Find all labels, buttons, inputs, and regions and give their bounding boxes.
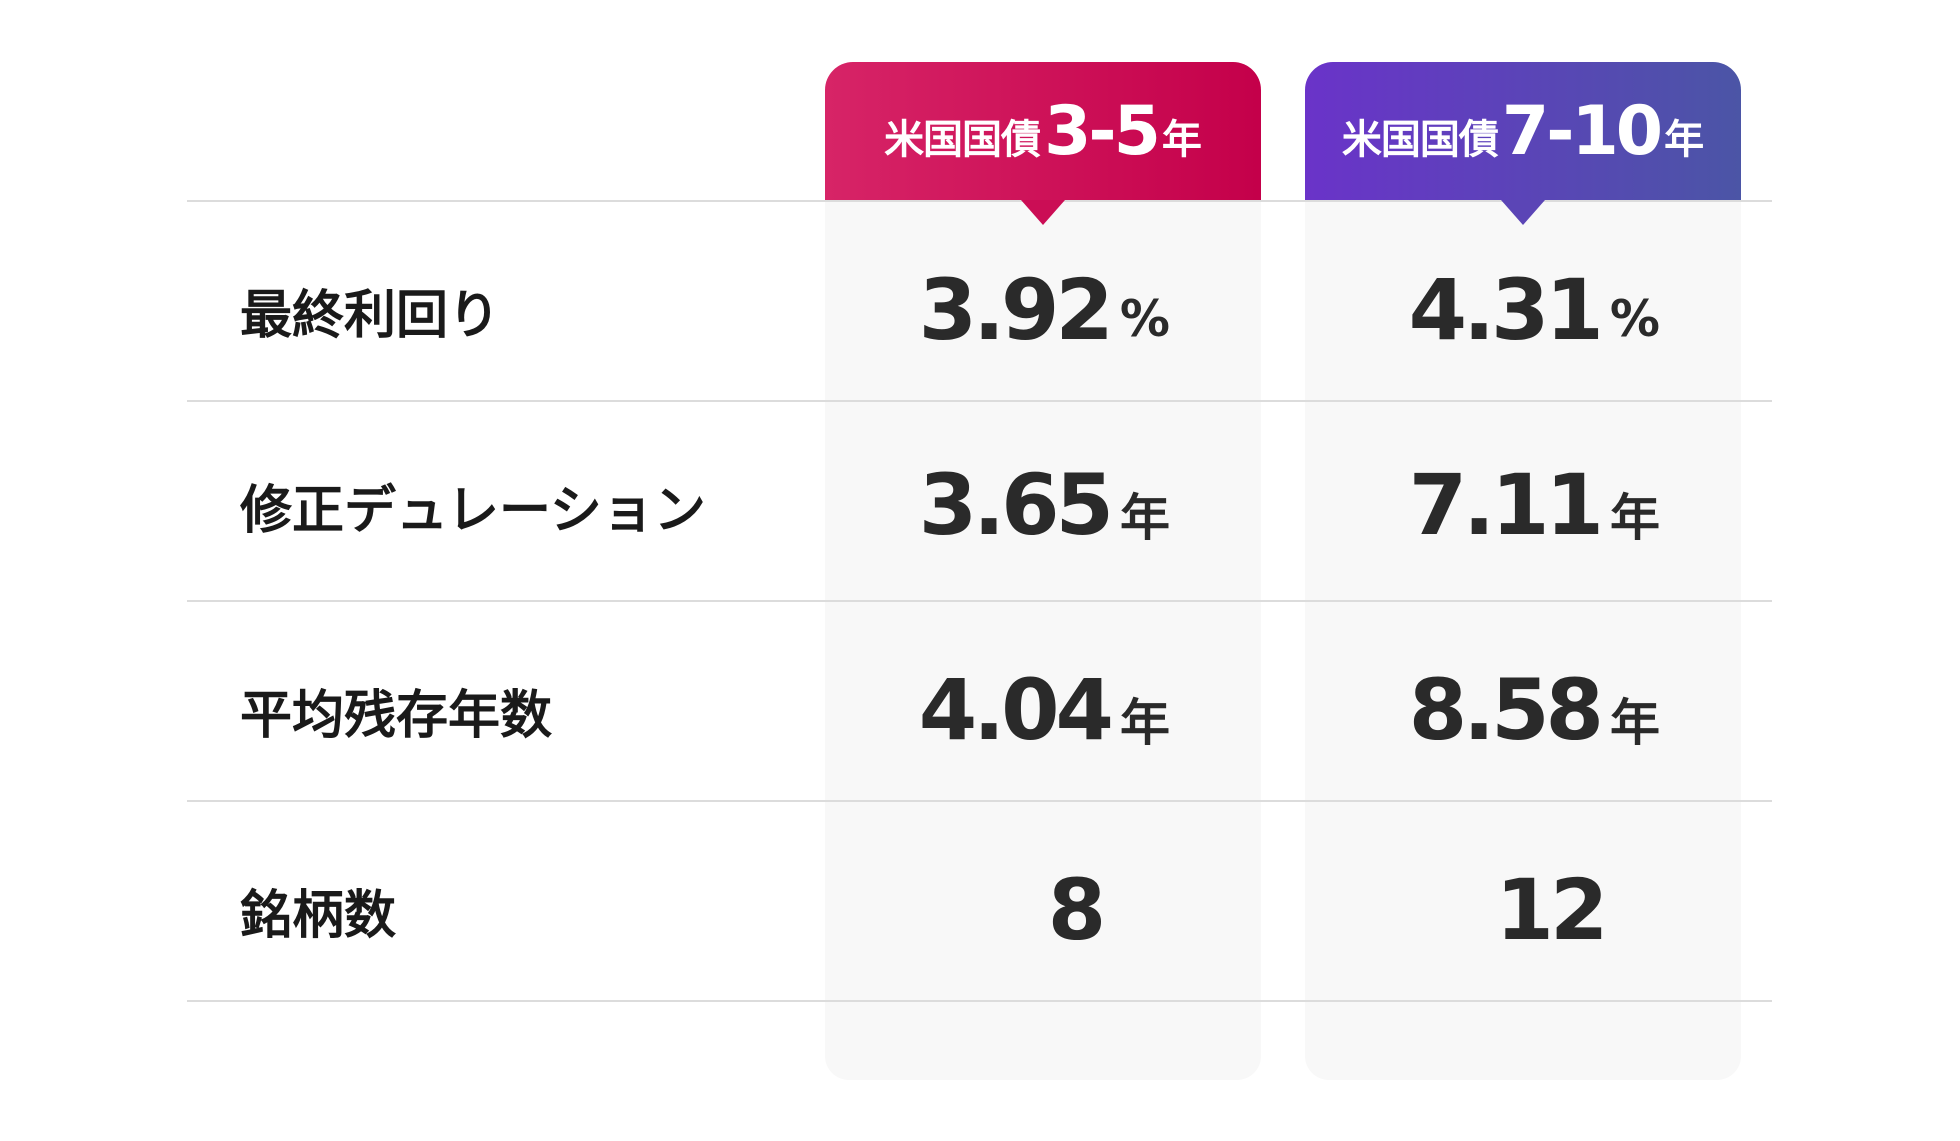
cell-yield-7-10: 4.31 %: [1305, 210, 1660, 410]
header-prefix: 米国国債: [1341, 117, 1499, 163]
value-number: 4.31: [1408, 261, 1604, 359]
value-unit: 年: [1120, 489, 1170, 547]
value-number: 8: [1047, 861, 1106, 959]
value-unit: 年: [1610, 694, 1660, 752]
row-label-average-maturity: 平均残存年数: [240, 685, 553, 746]
table-divider: [187, 800, 1772, 802]
value-number: 3.92: [918, 261, 1114, 359]
value-unit: 年: [1120, 694, 1170, 752]
cell-duration-7-10: 7.11 年: [1305, 405, 1660, 605]
row-label-modified-duration: 修正デュレーション: [240, 480, 706, 541]
value-number: 12: [1495, 861, 1609, 959]
cell-maturity-3-5: 4.04 年: [825, 610, 1170, 810]
value-number: 4.04: [918, 661, 1114, 759]
column-header-3-5: 米国国債 3-5 年: [825, 62, 1261, 200]
value-number: 8.58: [1408, 661, 1604, 759]
header-pointer-7-10: [1501, 200, 1545, 225]
cell-holdings-7-10: 12: [1430, 810, 1670, 1010]
row-label-yield: 最終利回り: [240, 285, 501, 346]
cell-duration-3-5: 3.65 年: [825, 405, 1170, 605]
value-unit: 年: [1610, 489, 1660, 547]
cell-maturity-7-10: 8.58 年: [1305, 610, 1660, 810]
table-divider: [187, 600, 1772, 602]
column-background-3-5: [825, 200, 1261, 1080]
value-unit: %: [1119, 290, 1170, 348]
cell-holdings-3-5: 8: [955, 810, 1195, 1010]
table-divider: [187, 400, 1772, 402]
value-unit: %: [1609, 290, 1660, 348]
table-divider: [187, 1000, 1772, 1002]
header-range: 3-5: [1044, 91, 1161, 171]
header-suffix: 年: [1664, 117, 1705, 163]
table-divider: [187, 200, 1772, 202]
header-suffix: 年: [1161, 117, 1202, 163]
value-number: 7.11: [1408, 456, 1604, 554]
header-prefix: 米国国債: [884, 117, 1041, 163]
row-label-holdings-count: 銘柄数: [240, 885, 397, 946]
column-header-7-10: 米国国債 7-10 年: [1305, 62, 1741, 200]
value-number: 3.65: [918, 456, 1114, 554]
header-range: 7-10: [1501, 91, 1663, 171]
cell-yield-3-5: 3.92 %: [825, 210, 1170, 410]
header-pointer-3-5: [1021, 200, 1065, 225]
column-background-7-10: [1305, 200, 1741, 1080]
